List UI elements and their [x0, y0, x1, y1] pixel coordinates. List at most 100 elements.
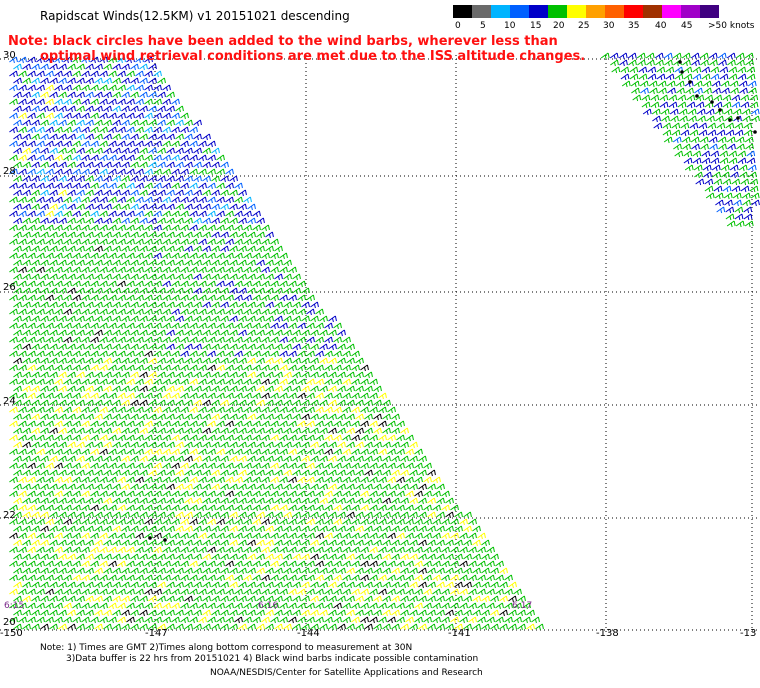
wind-barb [234, 266, 243, 274]
wind-barb [135, 56, 144, 64]
wind-barb [450, 518, 459, 526]
wind-barb [85, 91, 94, 99]
wind-barb [292, 511, 301, 519]
wind-barb [409, 469, 418, 477]
wind-barb [13, 273, 22, 281]
wind-barb [499, 609, 508, 617]
wind-barb [279, 434, 288, 442]
wind-barb [238, 469, 247, 477]
wind-barb [220, 203, 229, 211]
wind-barb [22, 581, 31, 589]
wind-barb [726, 52, 736, 60]
wind-barb [671, 122, 681, 130]
wind-barb [418, 455, 427, 463]
wind-barb [58, 595, 67, 603]
wind-barb [36, 154, 45, 162]
wind-barb [130, 259, 139, 267]
wind-barb [270, 602, 279, 610]
wind-barb [54, 196, 63, 204]
wind-barb [40, 77, 49, 85]
wind-barb [216, 504, 225, 512]
wind-barb [715, 199, 724, 207]
wind-barb [135, 378, 144, 386]
wind-barb [328, 483, 337, 491]
wind-barb [40, 567, 49, 575]
wind-barb [90, 196, 99, 204]
wind-barb [261, 546, 270, 554]
wind-barb [148, 497, 157, 505]
wind-barb [252, 490, 261, 498]
wind-barb [135, 350, 144, 358]
wind-barb [454, 581, 463, 589]
wind-barb [198, 210, 207, 218]
footer-credit: NOAA/NESDIS/Center for Satellite Applica… [210, 668, 483, 678]
wind-barb [346, 609, 355, 617]
wind-barb [211, 539, 220, 547]
wind-barb [216, 364, 225, 372]
wind-barb [220, 553, 229, 561]
legend-swatch [491, 5, 510, 18]
wind-barb [319, 329, 328, 337]
wind-barb [202, 357, 211, 365]
wind-barb [672, 52, 682, 60]
wind-barb [81, 434, 90, 442]
wind-barb [641, 101, 651, 109]
wind-barb [85, 609, 94, 617]
wind-barb [306, 420, 315, 428]
wind-barb [31, 77, 40, 85]
wind-barb [256, 301, 265, 309]
wind-barb [355, 525, 364, 533]
wind-barb [180, 308, 189, 316]
wind-barb [99, 490, 108, 498]
wind-barb [472, 567, 481, 575]
wind-barb [504, 574, 513, 582]
wind-barb [679, 115, 688, 123]
wind-barb [274, 329, 283, 337]
wind-barb [85, 329, 94, 337]
wind-barb [698, 122, 708, 130]
wind-barb [328, 525, 337, 533]
wind-barb [144, 406, 153, 414]
wind-barb [265, 385, 274, 393]
wind-barb [63, 476, 72, 484]
wind-barb [99, 308, 108, 316]
wind-barb [63, 56, 72, 64]
wind-barb [306, 448, 315, 456]
wind-barb [481, 567, 490, 575]
wind-barb [522, 602, 531, 610]
wind-barb [270, 238, 279, 246]
wind-barb [216, 280, 225, 288]
wind-barb [270, 294, 279, 302]
wind-barb [418, 609, 427, 617]
wind-barb [135, 448, 144, 456]
wind-barb [306, 504, 315, 512]
wind-barb [108, 98, 117, 106]
wind-barb [189, 140, 198, 148]
wind-barb [90, 112, 99, 120]
wind-barb [63, 588, 72, 596]
wind-barb [112, 301, 121, 309]
wind-barb [121, 175, 130, 183]
wind-barb [67, 497, 76, 505]
wind-barb [220, 385, 229, 393]
wind-barb [279, 392, 288, 400]
wind-barb [40, 427, 49, 435]
wind-barb [94, 497, 103, 505]
wind-barb [405, 602, 414, 610]
wind-barb [99, 266, 108, 274]
wind-barb [189, 434, 198, 442]
wind-barb [103, 77, 112, 85]
wind-barb [153, 420, 162, 428]
wind-barb [531, 616, 540, 624]
wind-barb [409, 553, 418, 561]
wind-barb [306, 546, 315, 554]
wind-barb [270, 490, 279, 498]
wind-barb [81, 448, 90, 456]
wind-barb [319, 469, 328, 477]
wind-barb [207, 434, 216, 442]
wind-barb [36, 56, 45, 64]
wind-barb [54, 490, 63, 498]
wind-barb [472, 581, 481, 589]
wind-barb [256, 525, 265, 533]
wind-barb [81, 84, 90, 92]
